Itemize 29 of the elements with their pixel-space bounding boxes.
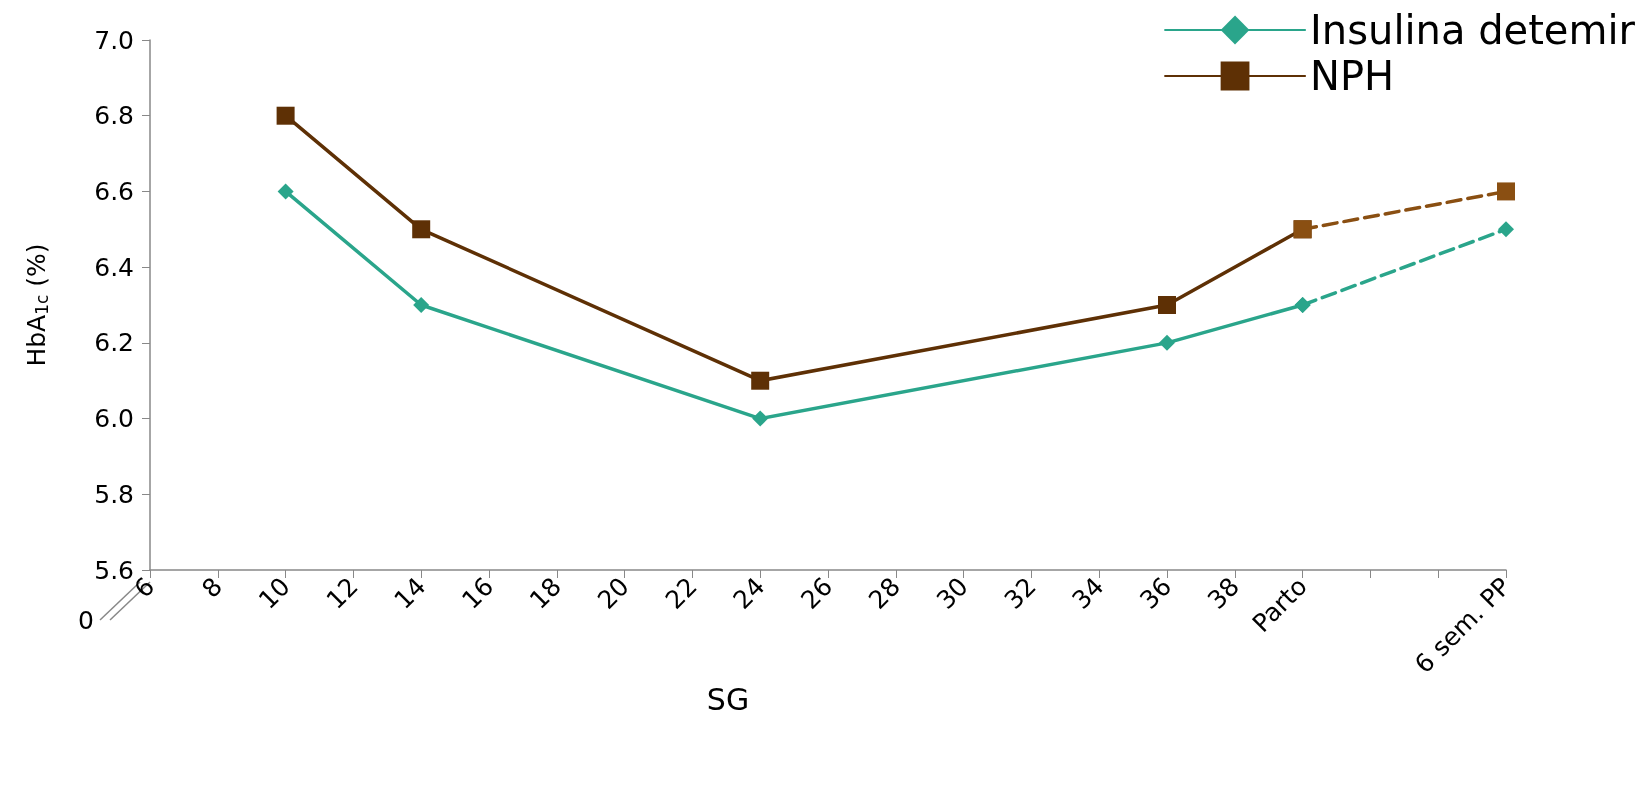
y-tick-label: 5.8	[94, 479, 134, 509]
x-axis-title: SG	[706, 682, 750, 718]
y-tick-label: 6.4	[94, 252, 134, 282]
y-tick-label: 6.6	[94, 176, 134, 206]
x-tick-label: 32	[998, 571, 1042, 615]
x-tick-label: 22	[659, 571, 703, 615]
x-tick-label: 26	[795, 571, 839, 615]
y-tick-label: 6.8	[94, 101, 134, 131]
x-tick-label: 28	[863, 571, 907, 615]
y-axis-title: HbA1c (%)	[22, 243, 52, 367]
x-tick-label: 20	[591, 571, 635, 615]
x-tick-label: 36	[1134, 571, 1178, 615]
y-tick-label: 5.6	[94, 555, 134, 585]
y-tick-label: 6.2	[94, 328, 134, 358]
x-tick-label: 18	[524, 571, 568, 615]
x-tick-label: 12	[320, 571, 364, 615]
legend-label: Insulina detemir	[1310, 7, 1636, 53]
x-tick-label: 8	[196, 571, 229, 604]
x-tick-label: 24	[727, 571, 771, 615]
x-tick-label: 38	[1202, 571, 1246, 615]
x-tick-label: 16	[456, 571, 500, 615]
y-tick-label: 6.0	[94, 404, 134, 434]
x-tick-label: 34	[1066, 571, 1110, 615]
y-tick-label: 7.0	[94, 25, 134, 55]
legend-label: NPH	[1310, 53, 1395, 99]
x-tick-label: 10	[252, 571, 296, 615]
text: 0	[78, 606, 94, 635]
x-tick-label: 30	[930, 571, 974, 615]
x-tick-label: 14	[388, 571, 432, 615]
